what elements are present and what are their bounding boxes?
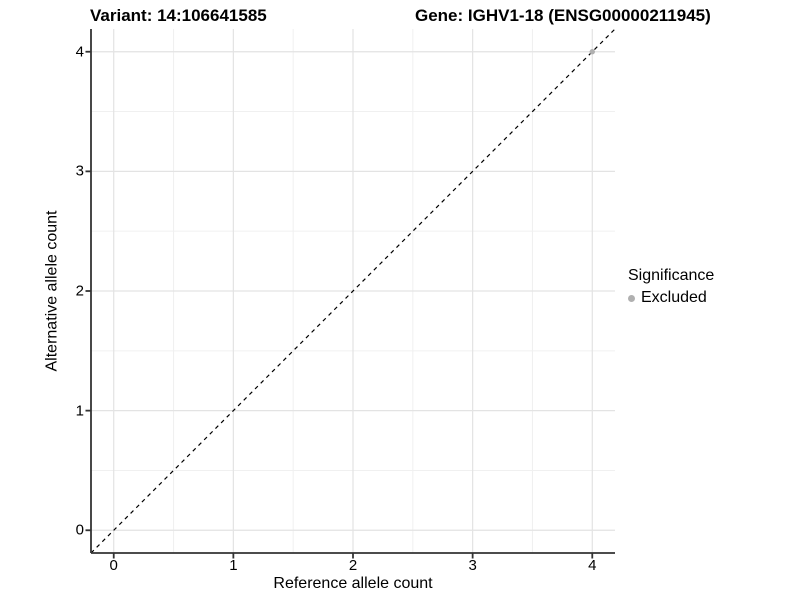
y-tick-label: 2 [75,282,84,300]
excluded-point-icon [628,294,635,302]
legend-title: Significance [628,267,715,284]
x-axis-title: Reference allele count [273,575,433,592]
legend-item-excluded: Excluded [628,288,714,308]
x-tick-label: 0 [109,557,118,574]
plot-title-variant: Variant: 14:106641585 [90,6,267,25]
data-point-excluded [589,49,595,55]
x-tick-label: 4 [588,557,597,574]
legend-item-label: Excluded [641,289,707,306]
plot-title-gene: Gene: IGHV1-18 (ENSG00000211945) [415,6,711,25]
identity-dashed-line [90,28,616,554]
x-tick-label: 3 [468,557,477,574]
y-tick-label: 4 [75,43,84,61]
x-tick-label: 2 [348,557,358,574]
x-tick-label: 1 [229,557,238,574]
y-tick-label: 1 [75,402,84,420]
y-tick-label: 3 [75,162,84,180]
y-tick-label: 0 [75,521,84,539]
legend: Significance Excluded [628,266,714,308]
